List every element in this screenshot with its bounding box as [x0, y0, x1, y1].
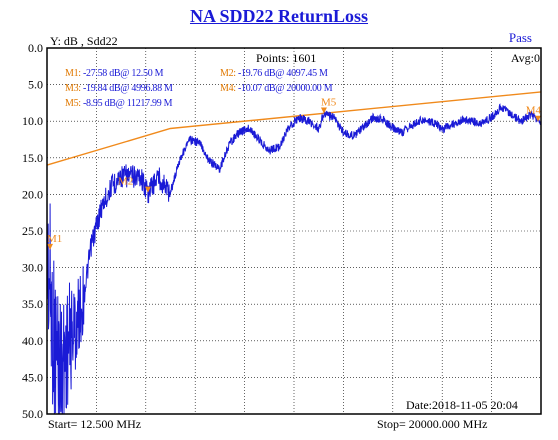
y-axis-unit: Y: dB , Sdd22: [50, 34, 118, 48]
y-tick-label: 45.0: [22, 370, 43, 384]
marker-label: M4: [526, 105, 542, 117]
pass-status: Pass: [508, 30, 532, 45]
y-tick-label: 5.0: [28, 78, 43, 92]
y-tick-label: 0.0: [28, 41, 43, 55]
y-tick-label: 15.0: [22, 151, 43, 165]
measured-trace-path: [46, 103, 542, 415]
y-tick-label: 10.0: [22, 114, 43, 128]
marker-triangle: [320, 107, 327, 114]
marker-triangle: [144, 186, 151, 193]
limit-line: [46, 91, 542, 166]
points-count: Points: 1601: [256, 51, 317, 65]
y-tick-label: 20.0: [22, 187, 43, 201]
marker-readout-m1: M1: -27.58 dB@ 12.50 M: [65, 68, 164, 79]
limit-line-path: [46, 91, 542, 166]
y-tick-label: 35.0: [22, 297, 43, 311]
y-tick-label: 50.0: [22, 407, 43, 421]
marker-readout-m5: M5: -8.95 dB@ 11217.99 M: [65, 98, 173, 109]
chart-title: NA SDD22 ReturnLoss: [189, 6, 369, 26]
marker-label: M5: [321, 97, 337, 109]
marker-label: M2: [118, 176, 133, 188]
marker-label: M1: [47, 233, 62, 245]
markers: M1 M2 M4 M5: [47, 97, 541, 250]
marker-readout-m2: M2: -19.76 dB@ 4097.45 M: [220, 68, 328, 79]
date-stamp: Date:2018-11-05 20:04: [406, 398, 518, 412]
grid: [47, 48, 541, 414]
stop-frequency: Stop= 20000.000 MHz: [377, 417, 488, 431]
average-count: Avg:0: [510, 51, 540, 65]
measured-trace: [46, 103, 542, 415]
plot-frame: [46, 47, 542, 415]
y-tick-label: 30.0: [22, 261, 43, 275]
marker-triangle: [47, 243, 53, 250]
marker-triangle: [535, 115, 541, 122]
marker-readout-m4: M4: -10.07 dB@ 20000.00 M: [220, 83, 333, 94]
marker-readout-m3: M3: -19.84 dB@ 4996.88 M: [65, 83, 173, 94]
y-tick-labels: 0.0 5.0 10.0 15.0 20.0 25.0 30.0 35.0 40.0 45.0 50…: [22, 41, 43, 421]
y-tick-label: 40.0: [22, 334, 43, 348]
y-tick-label: 25.0: [22, 224, 43, 238]
start-frequency: Start= 12.500 MHz: [48, 417, 142, 431]
